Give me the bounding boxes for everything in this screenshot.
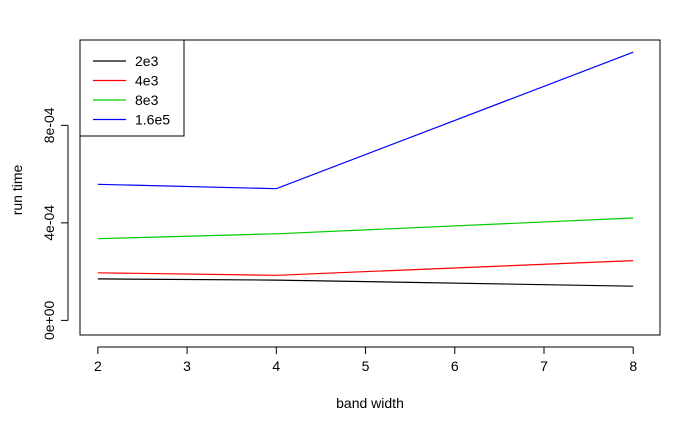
series-line-2e3 xyxy=(97,278,634,287)
y-tick-label: 8e-04 xyxy=(41,107,57,143)
legend-label: 8e3 xyxy=(135,92,159,108)
series-line-4e3 xyxy=(97,260,634,276)
x-axis: 2 3 4 5 6 7 8 xyxy=(94,346,637,374)
x-tick-label: 8 xyxy=(629,358,637,374)
legend-label: 4e3 xyxy=(135,73,159,89)
series-layer xyxy=(97,51,634,287)
plot-frame xyxy=(79,39,661,336)
legend-label: 1.6e5 xyxy=(135,112,170,128)
y-tick-label: 0e+00 xyxy=(41,301,57,341)
series-line-1.6e5 xyxy=(97,51,634,190)
y-axis-title: run time xyxy=(9,165,25,216)
x-tick-label: 6 xyxy=(451,358,459,374)
x-axis-title: band width xyxy=(336,395,404,411)
y-axis: 0e+00 4e-04 8e-04 xyxy=(41,107,69,341)
series-line-8e3 xyxy=(97,217,634,240)
x-tick-label: 5 xyxy=(362,358,370,374)
legend: 2e3 4e3 8e3 1.6e5 xyxy=(79,39,185,137)
legend-label: 2e3 xyxy=(135,53,159,69)
x-tick-label: 3 xyxy=(183,358,191,374)
y-tick-label: 4e-04 xyxy=(41,205,57,241)
x-tick-label: 2 xyxy=(94,358,102,374)
x-tick-label: 7 xyxy=(540,358,548,374)
x-tick-label: 4 xyxy=(272,358,280,374)
